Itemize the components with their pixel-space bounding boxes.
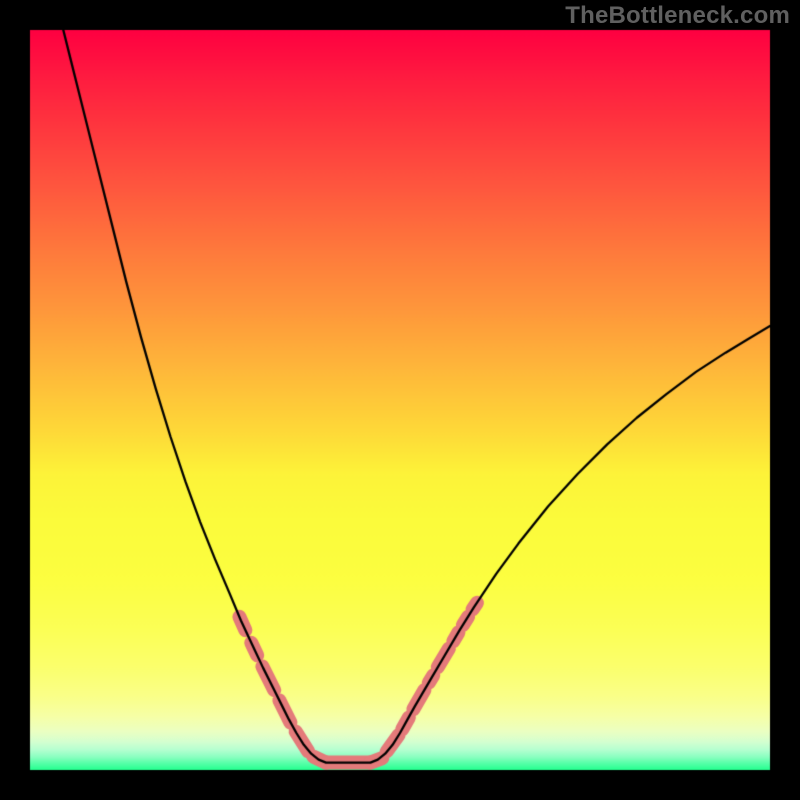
watermark-text: TheBottleneck.com	[565, 2, 790, 30]
bottleneck-curve-chart	[0, 0, 800, 800]
chart-container: TheBottleneck.com	[0, 0, 800, 800]
